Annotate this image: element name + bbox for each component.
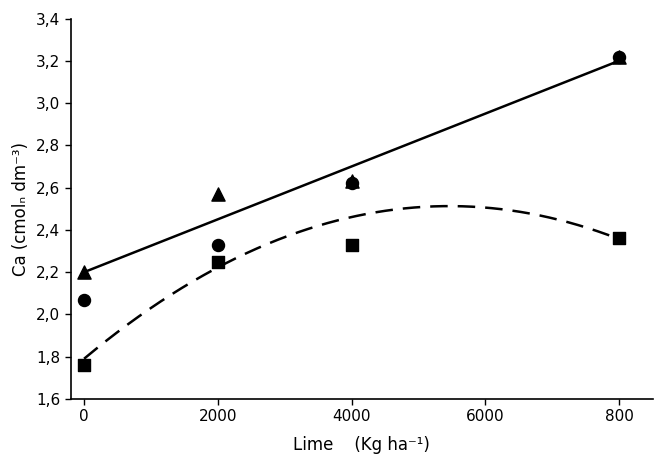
Point: [346, 241, 357, 248]
Point: [213, 190, 223, 198]
Point: [346, 180, 357, 187]
Y-axis label: Ca (cmolₙ dm⁻³): Ca (cmolₙ dm⁻³): [13, 142, 31, 276]
Point: [614, 53, 624, 60]
Point: [78, 362, 89, 369]
Point: [614, 234, 624, 242]
Point: [346, 178, 357, 185]
Point: [213, 258, 223, 265]
Point: [213, 241, 223, 248]
Point: [78, 268, 89, 276]
Point: [614, 53, 624, 60]
X-axis label: Lime    (Kg ha⁻¹): Lime (Kg ha⁻¹): [293, 436, 430, 453]
Point: [78, 296, 89, 303]
